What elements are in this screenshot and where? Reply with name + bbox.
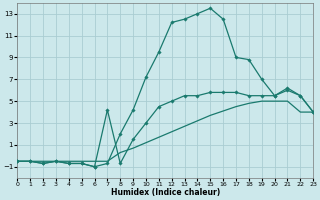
X-axis label: Humidex (Indice chaleur): Humidex (Indice chaleur)	[111, 188, 220, 197]
